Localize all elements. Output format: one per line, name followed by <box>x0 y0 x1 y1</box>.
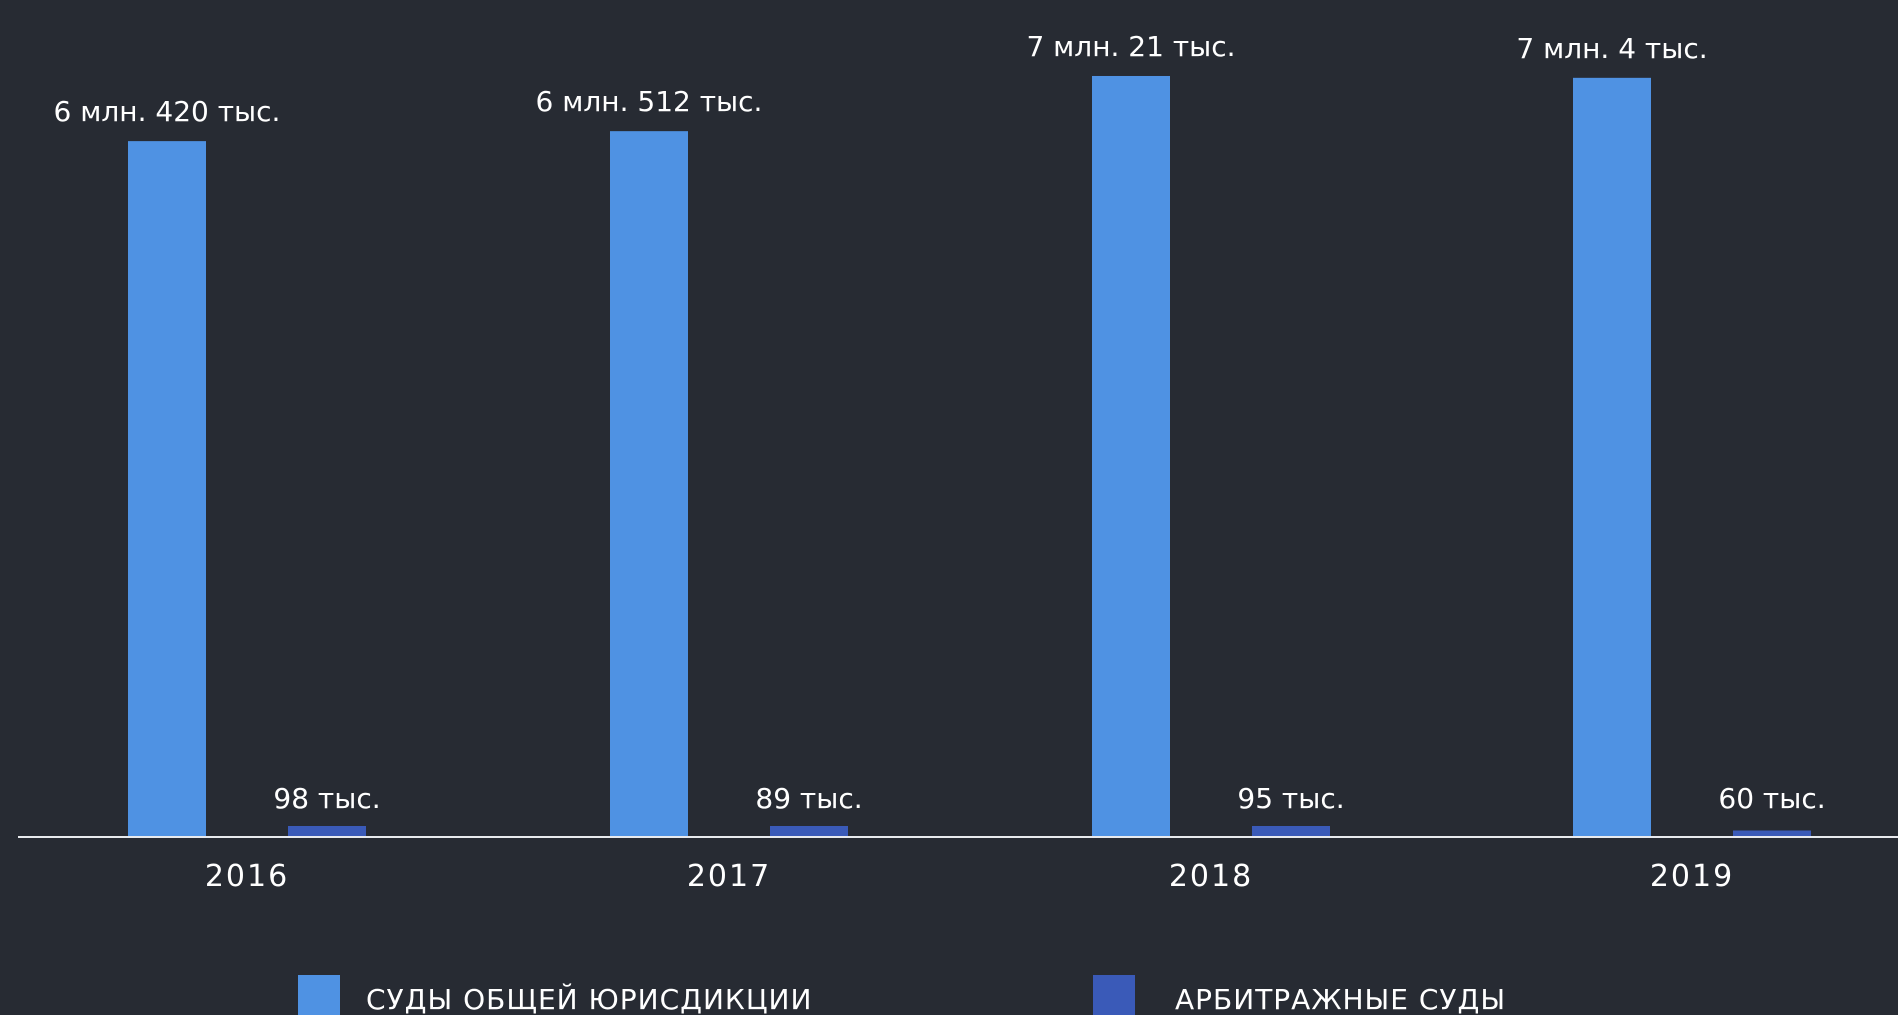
data-label-general-courts-2019: 7 млн. 4 тыс. <box>1516 32 1707 65</box>
data-label-arbitration-courts-2016: 98 тыс. <box>273 782 380 815</box>
bar-arbitration-courts-2019 <box>1733 830 1811 837</box>
data-label-general-courts-2018: 7 млн. 21 тыс. <box>1026 30 1235 63</box>
category-labels-group: 2016 2017 2018 2019 <box>205 859 1734 894</box>
bar-arbitration-courts-2018 <box>1252 826 1330 837</box>
legend: СУДЫ ОБЩЕЙ ЮРИСДИКЦИИ АРБИТРАЖНЫЕ СУДЫ <box>298 975 1506 1015</box>
legend-label-general-courts: СУДЫ ОБЩЕЙ ЮРИСДИКЦИИ <box>366 982 812 1015</box>
legend-swatch-general-courts <box>298 975 340 1015</box>
bar-arbitration-courts-2016 <box>288 826 366 837</box>
data-label-arbitration-courts-2018: 95 тыс. <box>1237 782 1344 815</box>
data-label-arbitration-courts-2017: 89 тыс. <box>755 782 862 815</box>
bar-general-courts-2016 <box>128 141 206 838</box>
x-tick-label-2019: 2019 <box>1650 859 1734 894</box>
data-label-arbitration-courts-2019: 60 тыс. <box>1718 782 1825 815</box>
data-label-general-courts-2016: 6 млн. 420 тыс. <box>54 95 281 128</box>
data-label-general-courts-2017: 6 млн. 512 тыс. <box>536 85 763 118</box>
x-tick-label-2017: 2017 <box>687 859 771 894</box>
bars-group <box>128 75 1811 838</box>
x-tick-label-2016: 2016 <box>205 859 289 894</box>
bar-general-courts-2019 <box>1573 77 1651 837</box>
x-tick-label-2018: 2018 <box>1169 859 1253 894</box>
bar-arbitration-courts-2017 <box>770 826 848 837</box>
legend-swatch-arbitration-courts <box>1093 975 1135 1015</box>
data-labels-group: 6 млн. 420 тыс. 6 млн. 512 тыс. 7 млн. 21 … <box>54 30 1826 815</box>
legend-label-arbitration-courts: АРБИТРАЖНЫЕ СУДЫ <box>1175 983 1506 1015</box>
bar-general-courts-2017 <box>610 131 688 838</box>
bar-general-courts-2018 <box>1092 75 1170 837</box>
